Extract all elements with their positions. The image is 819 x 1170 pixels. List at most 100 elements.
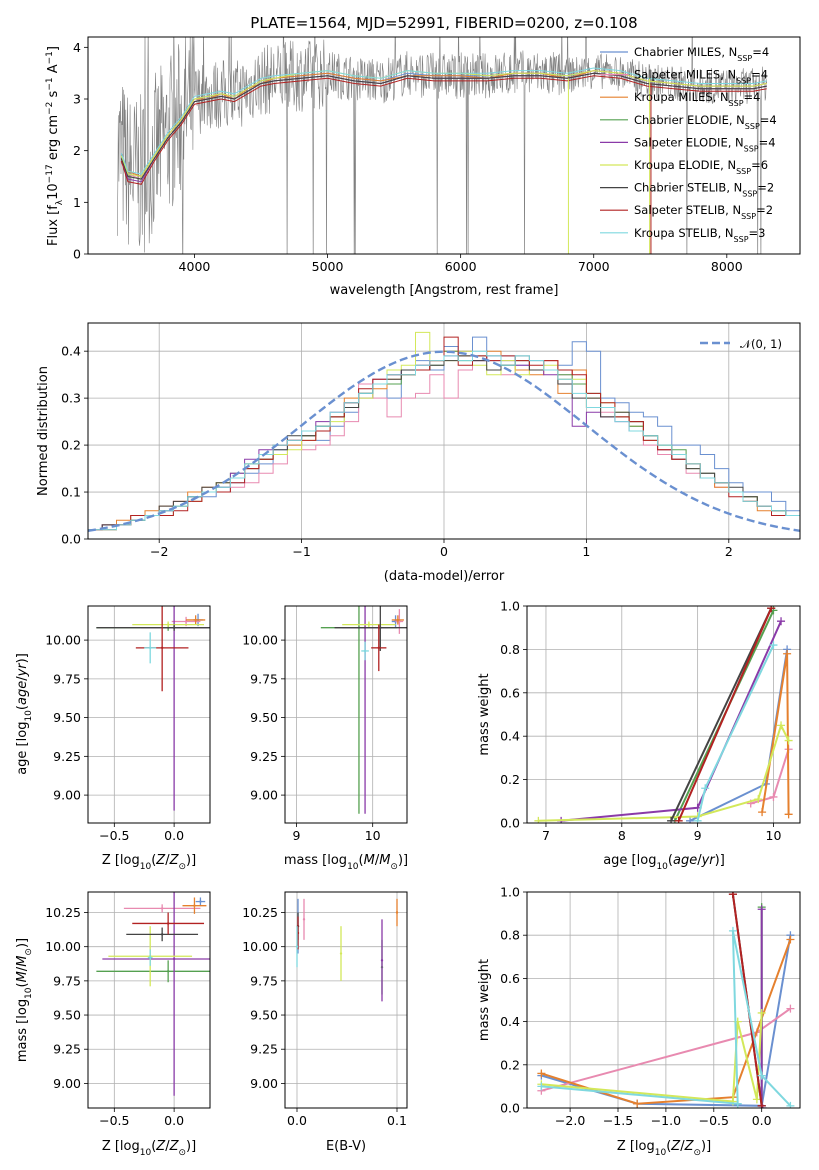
y-axis-label: mass weight	[477, 673, 492, 755]
legend-text: Chabrier MILES, N	[634, 45, 737, 59]
errorbar-point	[398, 620, 401, 623]
y-tick-label: 0.4	[61, 344, 81, 359]
y-axis-label: Normed distribution	[36, 366, 51, 496]
weight_vs_Z-plot-area	[537, 892, 795, 1108]
label-part: (	[666, 1139, 671, 1154]
x-tick-label: −0.5	[699, 1113, 729, 1128]
weight-marker	[633, 1099, 642, 1108]
y-tick-label: 10.00	[45, 633, 81, 648]
y-tick-label: 0.3	[61, 391, 81, 406]
y-tick-label: 1.0	[500, 885, 520, 900]
x-tick-label: 0.0	[164, 1113, 184, 1128]
spectrum-frame	[87, 36, 801, 255]
y-axis-label: age [log10(age/yr)]	[15, 653, 34, 775]
label-part: /	[680, 1139, 685, 1154]
errorbar-point	[363, 649, 367, 653]
label-part: /	[15, 966, 30, 971]
weight-marker	[769, 641, 778, 650]
errorbar-point	[395, 911, 399, 914]
x-axis-label: Z [log10(Z/Z⊙)]	[617, 1139, 711, 1158]
weight-marker	[693, 816, 702, 823]
errorbar-point	[148, 646, 152, 650]
legend-value: =2	[757, 181, 774, 195]
x-tick-label: 7	[542, 828, 550, 843]
label-part: /	[165, 853, 170, 868]
weight-marker	[754, 795, 763, 804]
x-tick-label: 8000	[711, 259, 743, 274]
legend-text: Kroupa MILES, N	[634, 90, 729, 104]
y-tick-label: 10.00	[45, 939, 81, 954]
errorbar-point	[396, 618, 400, 622]
errorbar-point	[194, 618, 197, 622]
spectrum-axes: 4000 5000 6000 7000 8000 0 1 2 3 4 wavelength [Ang…	[45, 40, 743, 298]
gaussian-reference-curve	[88, 350, 800, 532]
legend-text: Chabrier ELODIE, N	[634, 113, 745, 127]
y-tick-label: 4	[73, 40, 81, 55]
label-part: M	[379, 853, 390, 868]
mass_vs_Z-frame	[87, 891, 211, 1109]
y-tick-label: 9.50	[53, 710, 81, 725]
errorbar-point	[367, 623, 371, 626]
weight-line	[696, 644, 775, 822]
label-part: (	[151, 853, 156, 868]
weight-marker	[777, 617, 786, 626]
errorbar-point	[295, 945, 299, 948]
label-part: A	[46, 64, 61, 77]
x-tick-label: 2	[725, 544, 733, 559]
weight-marker	[537, 1069, 546, 1078]
label-part: Z [log	[102, 1139, 140, 1154]
x-tick-label: −1	[292, 544, 310, 559]
y-tick-label: 9.75	[53, 671, 81, 686]
label-part: (	[15, 705, 30, 710]
label-part: age	[15, 681, 30, 705]
errorbar-point	[377, 646, 380, 650]
label-part: −2	[45, 102, 55, 115]
x-tick-label: 9	[694, 828, 702, 843]
age_vs_mass-frame	[284, 605, 408, 824]
histogram-step	[88, 336, 800, 531]
label-part: age	[673, 853, 697, 868]
figure-title: PLATE=1564, MJD=52991, FIBERID=0200, z=0…	[250, 14, 637, 32]
legend-sub: SSP	[734, 234, 749, 243]
weight-marker	[537, 1082, 546, 1091]
legend-label: Chabrier MILES, NSSP=4	[634, 45, 769, 63]
label-part: s	[46, 90, 61, 101]
legend-sub: SSP	[745, 121, 760, 130]
errorbar-point	[339, 952, 343, 955]
legend-sub: SSP	[737, 54, 752, 63]
legend-value: =2	[756, 203, 773, 217]
age_vs_Z-frame	[87, 605, 211, 824]
x-tick-label: 0.0	[164, 828, 184, 843]
label-part: ⊙	[693, 1148, 701, 1158]
legend-value: =3	[749, 226, 766, 240]
label-part: ]	[46, 46, 61, 51]
label-part: Z	[670, 1139, 681, 1154]
legend-text: Salpeter STELIB, N	[634, 203, 741, 217]
y-tick-label: 0.6	[500, 685, 520, 700]
x-axis-label: E(B-V)	[326, 1139, 366, 1154]
legend-value: =4	[760, 113, 777, 127]
y-tick-label: 10.25	[45, 905, 81, 920]
weight-marker	[686, 816, 695, 823]
label-part: yr	[701, 853, 717, 868]
label-part: Z	[155, 853, 166, 868]
legend-label: Kroupa STELIB, NSSP=3	[634, 226, 765, 244]
x-axis-label: age [log10(age/yr)]	[603, 853, 725, 872]
errorbar-point	[172, 626, 176, 629]
residuals-legend: 𝒩(0, 1)	[700, 337, 782, 351]
x-tick-label: 5000	[312, 259, 344, 274]
label-part: /	[165, 1139, 170, 1154]
legend-label: Kroupa MILES, NSSP=4	[634, 90, 760, 108]
errorbar-point	[160, 907, 164, 910]
y-tick-label: 0.6	[500, 971, 520, 986]
label-part: 10	[140, 862, 152, 872]
weight-marker	[784, 736, 793, 745]
x-tick-label: 7000	[578, 259, 610, 274]
label-part: yr	[15, 662, 30, 678]
x-axis-label: Z [log10(Z/Z⊙)]	[102, 853, 196, 872]
y-tick-label: 9.00	[53, 1076, 81, 1091]
errorbar-point	[302, 918, 306, 921]
y-tick-label: 9.25	[53, 1042, 81, 1057]
x-tick-label: 9	[292, 828, 300, 843]
mass_vs_EBV-axes: 0.0 0.1 9.00 9.25 9.50 9.75 10.00 10.25 E(B-V)	[242, 892, 407, 1154]
